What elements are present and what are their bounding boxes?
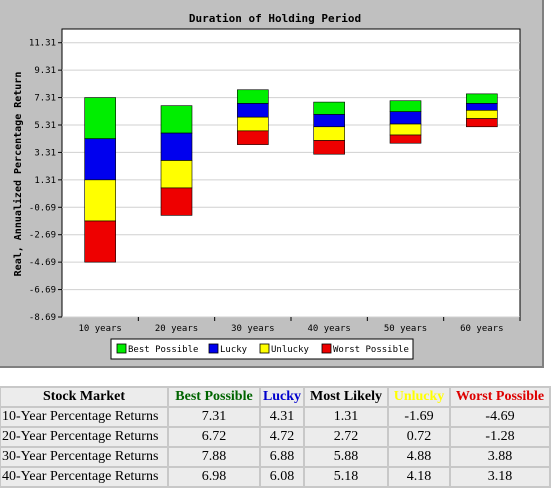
bar-unlucky [313, 126, 345, 141]
bar-unlucky [237, 116, 269, 132]
cell-worst-possible: -1.28 [449, 426, 551, 448]
legend-label: Best Possible [128, 345, 198, 355]
bar-unlucky [466, 110, 498, 119]
cell-unlucky: -1.69 [387, 406, 451, 428]
table-row: 10-Year Percentage Returns 7.31 4.31 1.3… [0, 406, 551, 428]
cell-lucky: 6.88 [259, 446, 305, 468]
header-worst-possible: Worst Possible [449, 386, 551, 408]
cell-worst-possible: 3.18 [449, 466, 551, 488]
legend-label: Unlucky [271, 345, 310, 355]
bar-lucky [389, 111, 422, 125]
header-best-possible: Best Possible [167, 386, 261, 408]
legend-label: Worst Possible [333, 345, 409, 355]
chart: Duration of Holding Period 11.31 9.31 7.31… [12, 12, 521, 360]
bar-worst-possible [389, 134, 422, 144]
y-axis: 11.31 9.31 7.31 5.31 3.31 1.31 -0.69 -2.69 -4.69… [29, 39, 62, 323]
x-tick-label: 30 years [231, 324, 274, 334]
cell-most-likely: 1.31 [303, 406, 389, 428]
cell-unlucky: 0.72 [387, 426, 451, 448]
row-label: 20-Year Percentage Returns [0, 426, 169, 448]
bar-best-possible [84, 97, 116, 140]
bar-unlucky [160, 160, 193, 189]
x-tick-label: 40 years [307, 324, 350, 334]
y-tick-label: 11.31 [29, 39, 56, 49]
cell-lucky: 4.72 [259, 426, 305, 448]
cell-most-likely: 2.72 [303, 426, 389, 448]
x-tick-label: 20 years [155, 324, 198, 334]
returns-table: Stock Market Best Possible Lucky Most Li… [0, 386, 551, 488]
y-tick-label: -4.69 [29, 258, 56, 268]
y-tick-label: -2.69 [29, 231, 56, 241]
header-stock-market: Stock Market [0, 386, 169, 408]
cell-lucky: 6.08 [259, 466, 305, 488]
bar-worst-possible [466, 118, 498, 128]
y-tick-label: 9.31 [34, 66, 56, 76]
header-lucky: Lucky [259, 386, 305, 408]
y-tick-label: -0.69 [29, 203, 56, 213]
cell-most-likely: 5.18 [303, 466, 389, 488]
row-label: 10-Year Percentage Returns [0, 406, 169, 428]
chart-title: Duration of Holding Period [189, 12, 361, 25]
chart-panel: Duration of Holding Period 11.31 9.31 7.31… [0, 0, 544, 368]
bar-lucky [84, 138, 116, 181]
table-header-row: Stock Market Best Possible Lucky Most Li… [0, 386, 551, 408]
legend-swatch [259, 343, 270, 354]
x-tick-label: 60 years [460, 324, 503, 334]
bar-worst-possible [160, 187, 193, 216]
bar-lucky [237, 103, 269, 118]
bar-worst-possible [237, 130, 269, 145]
legend-swatch [321, 343, 332, 354]
y-tick-label: 3.31 [34, 148, 56, 158]
bar-worst-possible [313, 140, 345, 155]
legend-swatch [116, 343, 127, 354]
row-label: 40-Year Percentage Returns [0, 466, 169, 488]
bar-best-possible [237, 89, 269, 104]
row-label: 30-Year Percentage Returns [0, 446, 169, 468]
cell-best-possible: 7.31 [167, 406, 261, 428]
bar-best-possible [466, 93, 498, 104]
legend: Best Possible Lucky Unlucky Worst Possible [110, 338, 414, 360]
y-tick-label: -6.69 [29, 286, 56, 296]
bar-worst-possible [84, 220, 116, 263]
bar-unlucky [84, 179, 116, 222]
x-tick-label: 50 years [384, 324, 427, 334]
cell-worst-possible: -4.69 [449, 406, 551, 428]
cell-best-possible: 6.98 [167, 466, 261, 488]
cell-worst-possible: 3.88 [449, 446, 551, 468]
legend-swatch [208, 343, 219, 354]
y-tick-label: 7.31 [34, 94, 56, 104]
cell-most-likely: 5.88 [303, 446, 389, 468]
y-tick-label: -8.69 [29, 313, 56, 323]
bar-lucky [466, 103, 498, 111]
bar-best-possible [389, 100, 422, 112]
header-most-likely: Most Likely [303, 386, 389, 408]
x-tick-label: 10 years [78, 324, 121, 334]
bar-lucky [160, 132, 193, 161]
legend-label: Lucky [220, 345, 248, 355]
bar-lucky [313, 114, 345, 128]
cell-best-possible: 7.88 [167, 446, 261, 468]
bar-unlucky [389, 123, 422, 136]
cell-unlucky: 4.88 [387, 446, 451, 468]
x-axis: 10 years 20 years 30 years 40 years 50 years… [78, 317, 521, 334]
y-tick-label: 5.31 [34, 121, 56, 131]
bars [84, 89, 498, 263]
y-tick-label: 1.31 [34, 176, 56, 186]
cell-lucky: 4.31 [259, 406, 305, 428]
bar-best-possible [160, 105, 193, 134]
cell-best-possible: 6.72 [167, 426, 261, 448]
plot-area [61, 28, 521, 318]
y-axis-label: Real, Annualized Percentage Return [12, 72, 24, 277]
table-row: 30-Year Percentage Returns 7.88 6.88 5.8… [0, 446, 551, 468]
table-row: 40-Year Percentage Returns 6.98 6.08 5.1… [0, 466, 551, 488]
bar-best-possible [313, 101, 345, 115]
table-row: 20-Year Percentage Returns 6.72 4.72 2.7… [0, 426, 551, 448]
header-unlucky: Unlucky [387, 386, 451, 408]
cell-unlucky: 4.18 [387, 466, 451, 488]
